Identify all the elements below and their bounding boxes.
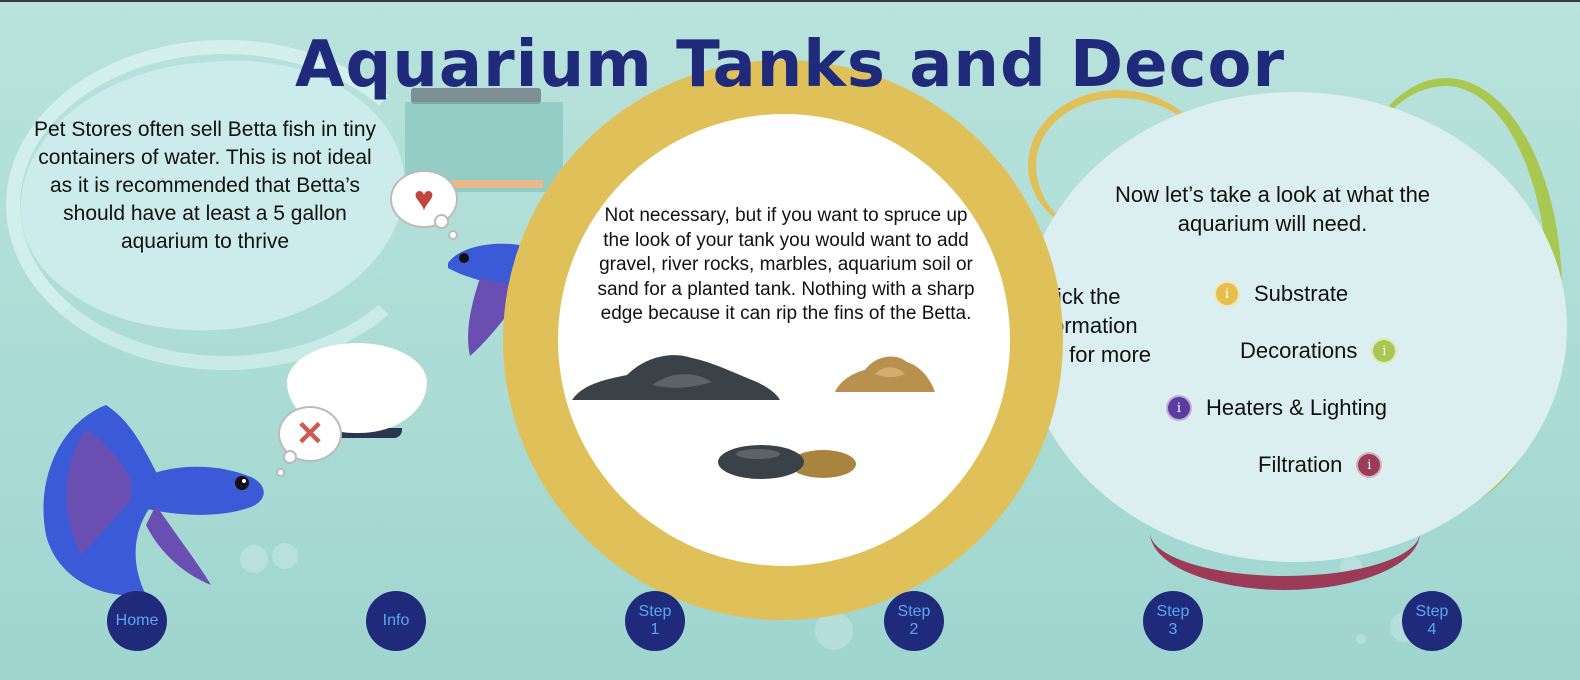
bubble-decoration (240, 545, 268, 573)
info-icon[interactable]: i (1371, 338, 1398, 364)
nav-home-button[interactable]: Home (107, 591, 167, 651)
river-stones-illustration (718, 445, 856, 479)
intro-text: Pet Stores often sell Betta fish in tiny… (33, 118, 376, 253)
top-border (0, 0, 1580, 2)
info-icon[interactable]: i (1356, 452, 1383, 478)
heart-icon: ♥ (413, 180, 435, 218)
tank-substrate (443, 180, 543, 188)
nav-info-button[interactable]: Info (366, 591, 426, 651)
thought-dot (276, 468, 285, 477)
info-icon[interactable]: i (1166, 395, 1192, 421)
step-description: Not necessary, but if you want to spruce… (597, 205, 975, 324)
info-icon[interactable]: i (1214, 281, 1240, 307)
bubble-decoration (815, 612, 853, 650)
fish-bowl-stand (330, 428, 402, 438)
betta-fish-large-illustration (43, 405, 264, 596)
thought-dot (283, 450, 297, 464)
nav-step-2-button[interactable]: Step 2 (884, 591, 944, 651)
step-content-circle (558, 114, 1010, 566)
info-item-label: Decorations (1240, 338, 1358, 363)
bubble-decoration (1356, 634, 1366, 644)
thought-dot (448, 230, 458, 240)
nav-step-4-button[interactable]: Step 4 (1402, 591, 1462, 651)
x-icon: ✕ (295, 415, 325, 453)
thought-dot (434, 214, 449, 229)
info-item-heaters-lighting[interactable]: i Heaters & Lighting (1166, 395, 1387, 421)
info-blob (1022, 92, 1567, 562)
nav-step-1-button[interactable]: Step 1 (625, 591, 685, 651)
decorative-arc-yellow (1028, 90, 1208, 240)
bubble-decoration (272, 543, 298, 569)
nav-step-3-button[interactable]: Step 3 (1143, 591, 1203, 651)
info-item-decorations[interactable]: Decorations i (1240, 338, 1398, 364)
click-instruction-text: lick the ormation s for more (1052, 284, 1152, 367)
info-item-label: Substrate (1254, 281, 1349, 306)
info-item-label: Heaters & Lighting (1206, 395, 1387, 420)
info-item-substrate[interactable]: i Substrate (1214, 281, 1348, 307)
dark-rocks-illustration (572, 355, 780, 400)
brown-rocks-illustration (835, 356, 935, 392)
info-heading: Now let’s take a look at what the aquari… (1114, 182, 1431, 236)
info-item-label: Filtration (1258, 452, 1343, 477)
info-item-filtration[interactable]: Filtration i (1258, 452, 1383, 478)
tank-lid (411, 88, 541, 104)
page-title: Aquarium Tanks and Decor (294, 28, 1286, 102)
